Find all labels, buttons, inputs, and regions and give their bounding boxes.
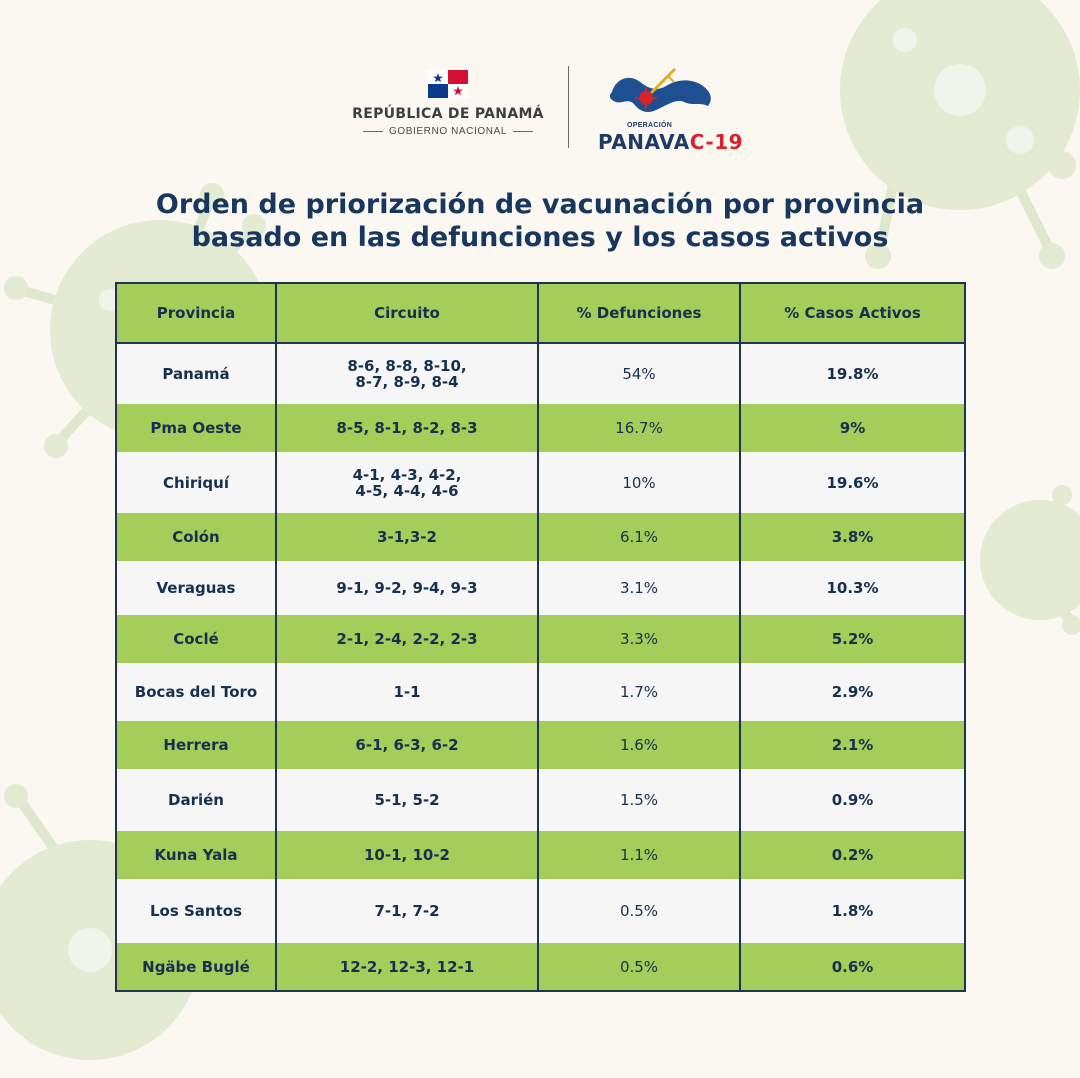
cell-circuito: 1-1 — [275, 663, 539, 721]
cell-provincia: Bocas del Toro — [115, 663, 277, 721]
cell-provincia: Kuna Yala — [115, 831, 277, 879]
cell-defunciones: 3.3% — [537, 615, 741, 663]
operation-name: PANAVAC-19 — [598, 130, 743, 154]
table-row: Veraguas 9-1, 9-2, 9-4, 9-3 3.1% 10.3% — [115, 561, 966, 615]
table-row: Darién 5-1, 5-2 1.5% 0.9% — [115, 769, 966, 831]
table-row: Kuna Yala 10-1, 10-2 1.1% 0.2% — [115, 831, 966, 879]
cell-provincia: Los Santos — [115, 879, 277, 943]
cell-casos-activos: 0.2% — [739, 831, 966, 879]
operation-name-main: PANAVA — [598, 130, 690, 154]
cell-circuito: 4-1, 4-3, 4-2, 4-5, 4-4, 4-6 — [275, 452, 539, 513]
header-divider — [568, 66, 569, 148]
table-row: Chiriquí 4-1, 4-3, 4-2, 4-5, 4-4, 4-6 10%… — [115, 452, 966, 513]
table-row: Colón 3-1,3-2 6.1% 3.8% — [115, 513, 966, 561]
circuito-line: 5-1, 5-2 — [374, 791, 440, 809]
cell-defunciones: 1.1% — [537, 831, 741, 879]
column-header-circuito: Circuito — [275, 282, 539, 344]
circuito-line: 8-7, 8-9, 8-4 — [355, 373, 459, 391]
cell-defunciones: 1.5% — [537, 769, 741, 831]
cell-casos-activos: 19.6% — [739, 452, 966, 513]
cell-provincia: Coclé — [115, 615, 277, 663]
cell-defunciones: 0.5% — [537, 943, 741, 992]
operation-name-accent: C-19 — [689, 130, 744, 154]
cell-casos-activos: 19.8% — [739, 343, 966, 404]
cell-provincia: Colón — [115, 513, 277, 561]
cell-casos-activos: 2.9% — [739, 663, 966, 721]
cell-provincia: Panamá — [115, 343, 277, 404]
cell-circuito: 5-1, 5-2 — [275, 769, 539, 831]
circuito-line: 12-2, 12-3, 12-1 — [339, 957, 475, 976]
cell-circuito: 8-6, 8-8, 8-10, 8-7, 8-9, 8-4 — [275, 343, 539, 404]
title-line-2: basado en las defunciones y los casos ac… — [191, 222, 889, 253]
cell-circuito: 9-1, 9-2, 9-4, 9-3 — [275, 561, 539, 615]
column-header-defunciones: % Defunciones — [537, 282, 741, 344]
circuito-line: 4-1, 4-3, 4-2, — [352, 465, 462, 484]
circuito-line: 6-1, 6-3, 6-2 — [355, 736, 459, 754]
cell-provincia: Pma Oeste — [115, 404, 277, 452]
government-logo: REPÚBLICA DE PANAMÁ GOBIERNO NACIONAL — [350, 70, 546, 137]
table-row: Ngäbe Buglé 12-2, 12-3, 12-1 0.5% 0.6% — [115, 943, 966, 992]
cell-provincia: Darién — [115, 769, 277, 831]
panama-map-vaccine-icon — [609, 68, 711, 112]
cell-circuito: 7-1, 7-2 — [275, 879, 539, 943]
circuito-line: 8-5, 8-1, 8-2, 8-3 — [336, 419, 478, 437]
title-line-1: Orden de priorización de vacunación por … — [155, 189, 925, 220]
cell-provincia: Ngäbe Buglé — [115, 943, 277, 992]
table-row: Panamá 8-6, 8-8, 8-10, 8-7, 8-9, 8-4 54% … — [115, 343, 966, 404]
cell-provincia: Herrera — [115, 721, 277, 769]
table-row: Bocas del Toro 1-1 1.7% 2.9% — [115, 663, 966, 721]
cell-provincia: Veraguas — [115, 561, 277, 615]
table-row: Herrera 6-1, 6-3, 6-2 1.6% 2.1% — [115, 721, 966, 769]
cell-defunciones: 1.7% — [537, 663, 741, 721]
cell-casos-activos: 3.8% — [739, 513, 966, 561]
cell-circuito: 12-2, 12-3, 12-1 — [275, 943, 539, 992]
cell-circuito: 6-1, 6-3, 6-2 — [275, 721, 539, 769]
cell-defunciones: 16.7% — [537, 404, 741, 452]
circuito-line: 9-1, 9-2, 9-4, 9-3 — [336, 579, 478, 597]
cell-defunciones: 10% — [537, 452, 741, 513]
cell-circuito: 8-5, 8-1, 8-2, 8-3 — [275, 404, 539, 452]
cell-casos-activos: 2.1% — [739, 721, 966, 769]
cell-casos-activos: 5.2% — [739, 615, 966, 663]
cell-circuito: 3-1,3-2 — [275, 513, 539, 561]
table-row: Los Santos 7-1, 7-2 0.5% 1.8% — [115, 879, 966, 943]
circuito-line: 8-6, 8-8, 8-10, — [347, 357, 467, 375]
circuito-line: 4-5, 4-4, 4-6 — [355, 481, 459, 500]
circuito-line: 1-1 — [393, 683, 421, 701]
cell-defunciones: 54% — [537, 343, 741, 404]
operation-label: OPERACIÓN — [627, 122, 673, 129]
column-header-provincia: Provincia — [115, 282, 277, 344]
government-name: REPÚBLICA DE PANAMÁ — [352, 106, 544, 122]
cell-defunciones: 6.1% — [537, 513, 741, 561]
cell-defunciones: 3.1% — [537, 561, 741, 615]
header: REPÚBLICA DE PANAMÁ GOBIERNO NACIONAL OP… — [0, 62, 1080, 162]
circuito-line: 10-1, 10-2 — [364, 846, 450, 864]
cell-circuito: 2-1, 2-4, 2-2, 2-3 — [275, 615, 539, 663]
cell-defunciones: 1.6% — [537, 721, 741, 769]
table-row: Pma Oeste 8-5, 8-1, 8-2, 8-3 16.7% 9% — [115, 404, 966, 452]
cell-casos-activos: 0.9% — [739, 769, 966, 831]
table-row: Coclé 2-1, 2-4, 2-2, 2-3 3.3% 5.2% — [115, 615, 966, 663]
cell-casos-activos: 9% — [739, 404, 966, 452]
circuito-line: 2-1, 2-4, 2-2, 2-3 — [336, 630, 478, 648]
cell-casos-activos: 0.6% — [739, 943, 966, 992]
government-subtitle: GOBIERNO NACIONAL — [350, 126, 546, 137]
priority-table: Provincia Circuito % Defunciones % Casos… — [115, 282, 966, 992]
cell-casos-activos: 1.8% — [739, 879, 966, 943]
panama-flag-icon — [428, 70, 468, 98]
cell-casos-activos: 10.3% — [739, 561, 966, 615]
page-title: Orden de priorización de vacunación por … — [0, 188, 1080, 254]
cell-circuito: 10-1, 10-2 — [275, 831, 539, 879]
circuito-line: 3-1,3-2 — [377, 528, 437, 546]
cell-provincia: Chiriquí — [115, 452, 277, 513]
column-header-casos-activos: % Casos Activos — [739, 282, 966, 344]
table-header-row: Provincia Circuito % Defunciones % Casos… — [115, 282, 966, 344]
cell-defunciones: 0.5% — [537, 879, 741, 943]
circuito-line: 7-1, 7-2 — [374, 902, 440, 920]
